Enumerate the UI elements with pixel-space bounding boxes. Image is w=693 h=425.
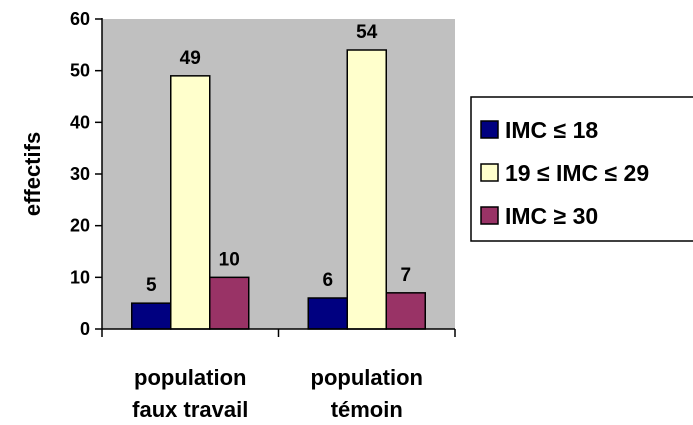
bar [307,297,348,330]
legend-swatch [480,206,499,225]
y-tick-label: 50 [70,61,90,81]
data-label: 5 [146,275,157,296]
y-tick-label: 20 [70,216,90,236]
category-label: population [311,365,423,390]
data-labels-group: 5 49 10 6 54 7 [146,22,411,296]
legend-swatch [480,163,499,182]
bar [209,276,250,330]
data-label: 54 [356,22,378,43]
y-axis-title: effectifs [20,132,45,216]
y-tick-label: 30 [70,164,90,184]
legend-swatch [480,120,499,139]
legend-label: 19 ≤ IMC ≤ 29 [505,160,649,186]
data-label: 49 [180,48,201,69]
data-label: 10 [219,249,240,270]
legend-label: IMC ≥ 30 [505,203,598,229]
y-tick-label: 40 [70,112,90,132]
category-label: faux travail [132,397,248,422]
plot-area [102,19,455,329]
bar [131,302,172,330]
bar [385,292,426,330]
data-label: 7 [400,265,411,286]
category-label: population [134,365,246,390]
data-label: 6 [322,270,333,291]
x-axis-ticks [101,329,456,337]
y-tick-label: 10 [70,267,90,287]
category-label: témoin [331,397,403,422]
y-tick-label: 60 [70,9,90,29]
legend: IMC ≤ 18 19 ≤ IMC ≤ 29 IMC ≥ 30 [470,96,693,242]
bar [170,75,211,330]
bars-group [131,49,426,330]
bar [346,49,387,330]
legend-label: IMC ≤ 18 [505,117,598,143]
y-axis-ticks: 0 10 20 30 40 50 60 [70,9,102,339]
y-tick-label: 0 [80,319,90,339]
category-labels-group: population faux travail population témoin [132,365,423,422]
legend-box [470,96,693,242]
